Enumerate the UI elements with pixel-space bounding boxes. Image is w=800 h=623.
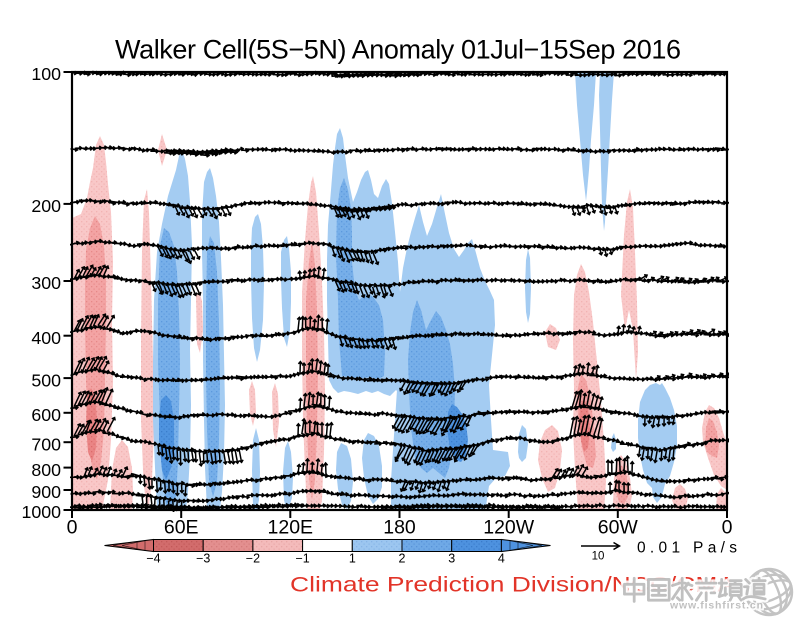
svg-text:www.fishfirst.cn: www.fishfirst.cn [669, 600, 763, 612]
svg-text:60W: 60W [598, 517, 639, 539]
svg-text:−4: −4 [146, 552, 160, 566]
svg-text:www.fishfirst.cn: www.fishfirst.cn [670, 601, 764, 613]
svg-text:60E: 60E [164, 517, 199, 539]
svg-text:120E: 120E [268, 517, 314, 539]
svg-text:1: 1 [349, 552, 356, 566]
svg-text:700: 700 [31, 434, 61, 454]
svg-text:500: 500 [31, 370, 61, 390]
svg-text:0: 0 [67, 517, 78, 539]
svg-text:120W: 120W [483, 517, 535, 539]
svg-text:200: 200 [31, 196, 61, 216]
svg-text:900: 900 [31, 482, 61, 502]
svg-text:−2: −2 [246, 552, 260, 566]
svg-text:400: 400 [31, 328, 61, 348]
svg-text:0: 0 [722, 517, 733, 539]
svg-text:180: 180 [383, 517, 416, 539]
svg-text:−3: −3 [196, 552, 210, 566]
svg-text:800: 800 [31, 460, 61, 480]
svg-text:4: 4 [498, 552, 505, 566]
svg-text:2: 2 [399, 552, 406, 566]
svg-text:0.01 Pa/s: 0.01 Pa/s [637, 540, 737, 557]
svg-text:www.fishfirst.cn: www.fishfirst.cn [669, 600, 763, 612]
svg-text:3: 3 [448, 552, 455, 566]
svg-text:10: 10 [592, 551, 605, 563]
svg-text:300: 300 [31, 273, 61, 293]
svg-text:−1: −1 [295, 552, 309, 566]
svg-text:600: 600 [31, 405, 61, 425]
svg-text:100: 100 [31, 64, 61, 84]
svg-text:1000: 1000 [21, 502, 61, 522]
svg-text:Walker Cell(5S−5N) Anomaly 01J: Walker Cell(5S−5N) Anomaly 01Jul−15Sep 2… [115, 35, 681, 65]
